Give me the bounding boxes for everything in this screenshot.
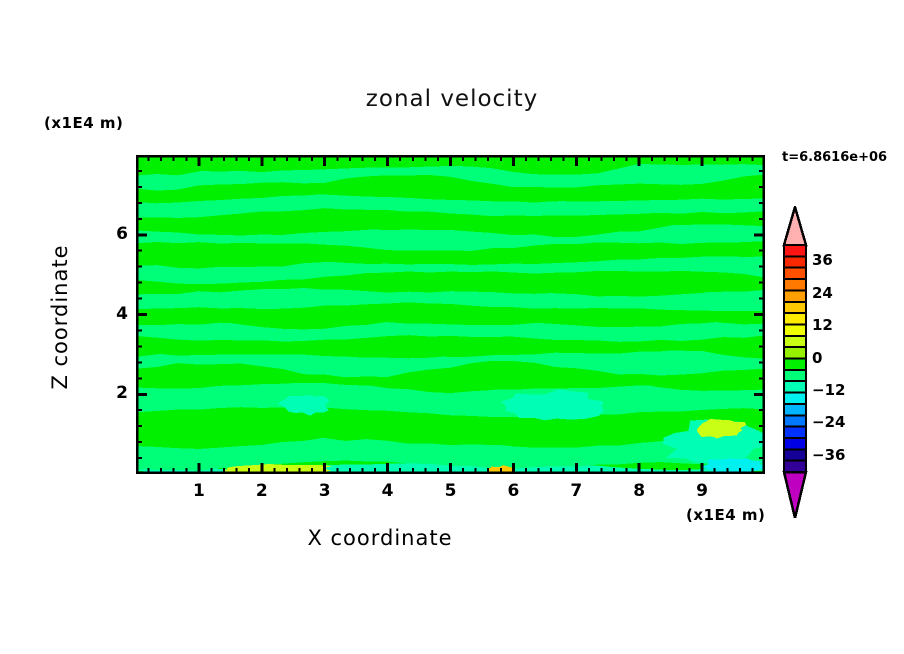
x-tick-label: 5	[444, 481, 457, 501]
x-axis-title: X coordinate	[307, 526, 453, 550]
x-tick-label: 3	[318, 481, 331, 501]
x-tick-label: 1	[192, 481, 205, 501]
y-tick-label: 2	[116, 383, 128, 404]
colorbar-swatches	[782, 202, 808, 519]
contour-field	[136, 155, 765, 474]
y-axis-title: Z coordinate	[48, 244, 72, 390]
colorbar	[776, 202, 816, 519]
x-tick-label: 2	[255, 481, 268, 501]
contour-plot-area	[136, 155, 765, 474]
x-tick-label: 4	[381, 481, 394, 501]
colorbar-tick-label: −12	[812, 380, 846, 399]
y-tick-label: 6	[116, 223, 128, 244]
x-tick-label: 7	[570, 481, 583, 501]
colorbar-tick-label: −24	[812, 413, 846, 432]
colorbar-tick-label: −36	[812, 445, 846, 464]
colorbar-tick-label: 24	[812, 283, 833, 302]
x-tick-label: 6	[507, 481, 520, 501]
x-tick-label: 8	[633, 481, 646, 501]
x-axis-units-label: (x1E4 m)	[686, 506, 766, 524]
colorbar-tick-label: 12	[812, 316, 833, 335]
y-tick-label: 4	[116, 303, 128, 324]
x-tick-label: 9	[696, 481, 709, 501]
timestamp-annotation: t=6.8616e+06	[782, 150, 888, 165]
colorbar-tick-label: 36	[812, 251, 833, 270]
y-axis-units-label: (x1E4 m)	[44, 114, 124, 132]
colorbar-tick-label: 0	[812, 348, 823, 367]
page-title: zonal velocity	[365, 86, 539, 112]
